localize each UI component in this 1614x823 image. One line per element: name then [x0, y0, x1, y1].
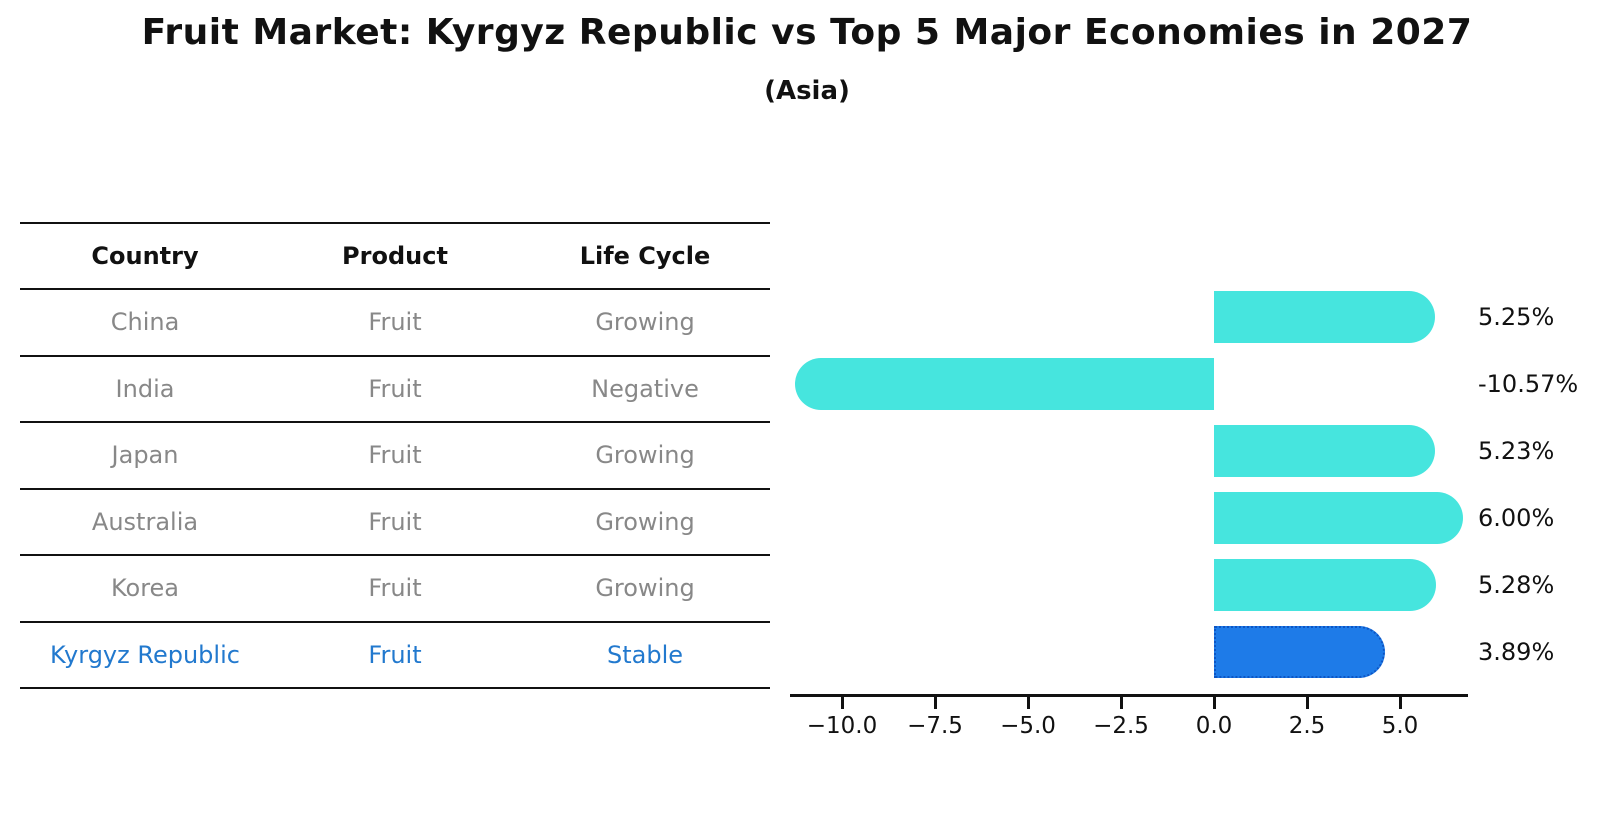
x-tick-label: 2.5: [1288, 713, 1326, 739]
bar-india: [794, 357, 1214, 410]
bar-japan: [1214, 424, 1435, 477]
table-row-india: India Fruit Negative: [20, 357, 770, 423]
cell-life-cycle: Growing: [595, 308, 695, 337]
table-row-japan: Japan Fruit Growing: [20, 423, 770, 490]
bar-china: [1214, 290, 1436, 343]
cell-product: Fruit: [368, 640, 422, 669]
x-tick-label: −10.0: [806, 713, 878, 739]
cell-life-cycle: Growing: [595, 574, 695, 603]
cell-country: India: [115, 374, 175, 403]
cell-product: Fruit: [368, 574, 422, 603]
value-label-japan: 5.23%: [1478, 436, 1555, 465]
cell-country: Australia: [91, 507, 199, 536]
x-tick-mark: [1398, 697, 1402, 709]
header-country: Country: [91, 242, 199, 270]
x-tick-mark: [840, 697, 844, 709]
cell-product: Fruit: [368, 441, 422, 470]
x-tick-label: 0.0: [1195, 713, 1233, 739]
bar-kyrgyz-republic: [1214, 625, 1385, 678]
x-tick-mark: [1305, 697, 1309, 709]
bar-australia: [1214, 491, 1464, 544]
value-label-kyrgyz: 3.89%: [1478, 637, 1555, 666]
cell-life-cycle: Negative: [591, 374, 699, 403]
table-row-china: China Fruit Growing: [20, 290, 770, 357]
cell-product: Fruit: [368, 374, 422, 403]
x-tick-mark: [1212, 697, 1216, 709]
header-product: Product: [342, 242, 448, 270]
value-label-china: 5.25%: [1478, 302, 1555, 331]
header-life-cycle: Life Cycle: [579, 242, 711, 270]
cell-country: Japan: [111, 441, 179, 470]
x-tick-label: −2.5: [1093, 713, 1149, 739]
x-tick-label: −5.0: [1000, 713, 1056, 739]
x-tick-mark: [1119, 697, 1123, 709]
value-label-korea: 5.28%: [1478, 570, 1555, 599]
bar-korea: [1214, 558, 1437, 611]
cell-country: Kyrgyz Republic: [50, 640, 240, 669]
x-tick-label: 5.0: [1381, 713, 1419, 739]
chart-subtitle: (Asia): [764, 76, 850, 106]
value-label-australia: 6.00%: [1478, 503, 1555, 532]
table-row-kyrgyz-republic: Kyrgyz Republic Fruit Stable: [20, 623, 770, 689]
value-label-india: -10.57%: [1478, 369, 1579, 398]
x-tick-label: −7.5: [907, 713, 963, 739]
chart-title: Fruit Market: Kyrgyz Republic vs Top 5 M…: [141, 12, 1473, 53]
cell-life-cycle: Growing: [595, 507, 695, 536]
table-header-row: Country Product Life Cycle: [20, 224, 770, 290]
x-tick-mark: [1026, 697, 1030, 709]
cell-product: Fruit: [368, 308, 422, 337]
x-tick-mark: [933, 697, 937, 709]
cell-country: Korea: [110, 574, 180, 603]
table-row-korea: Korea Fruit Growing: [20, 556, 770, 623]
cell-life-cycle: Growing: [595, 441, 695, 470]
table-row-australia: Australia Fruit Growing: [20, 490, 770, 556]
x-axis-line: [789, 694, 1469, 697]
cell-country: China: [110, 308, 180, 337]
cell-life-cycle: Stable: [606, 640, 684, 669]
country-table: Country Product Life Cycle China Fruit G…: [20, 222, 770, 689]
cell-product: Fruit: [368, 507, 422, 536]
